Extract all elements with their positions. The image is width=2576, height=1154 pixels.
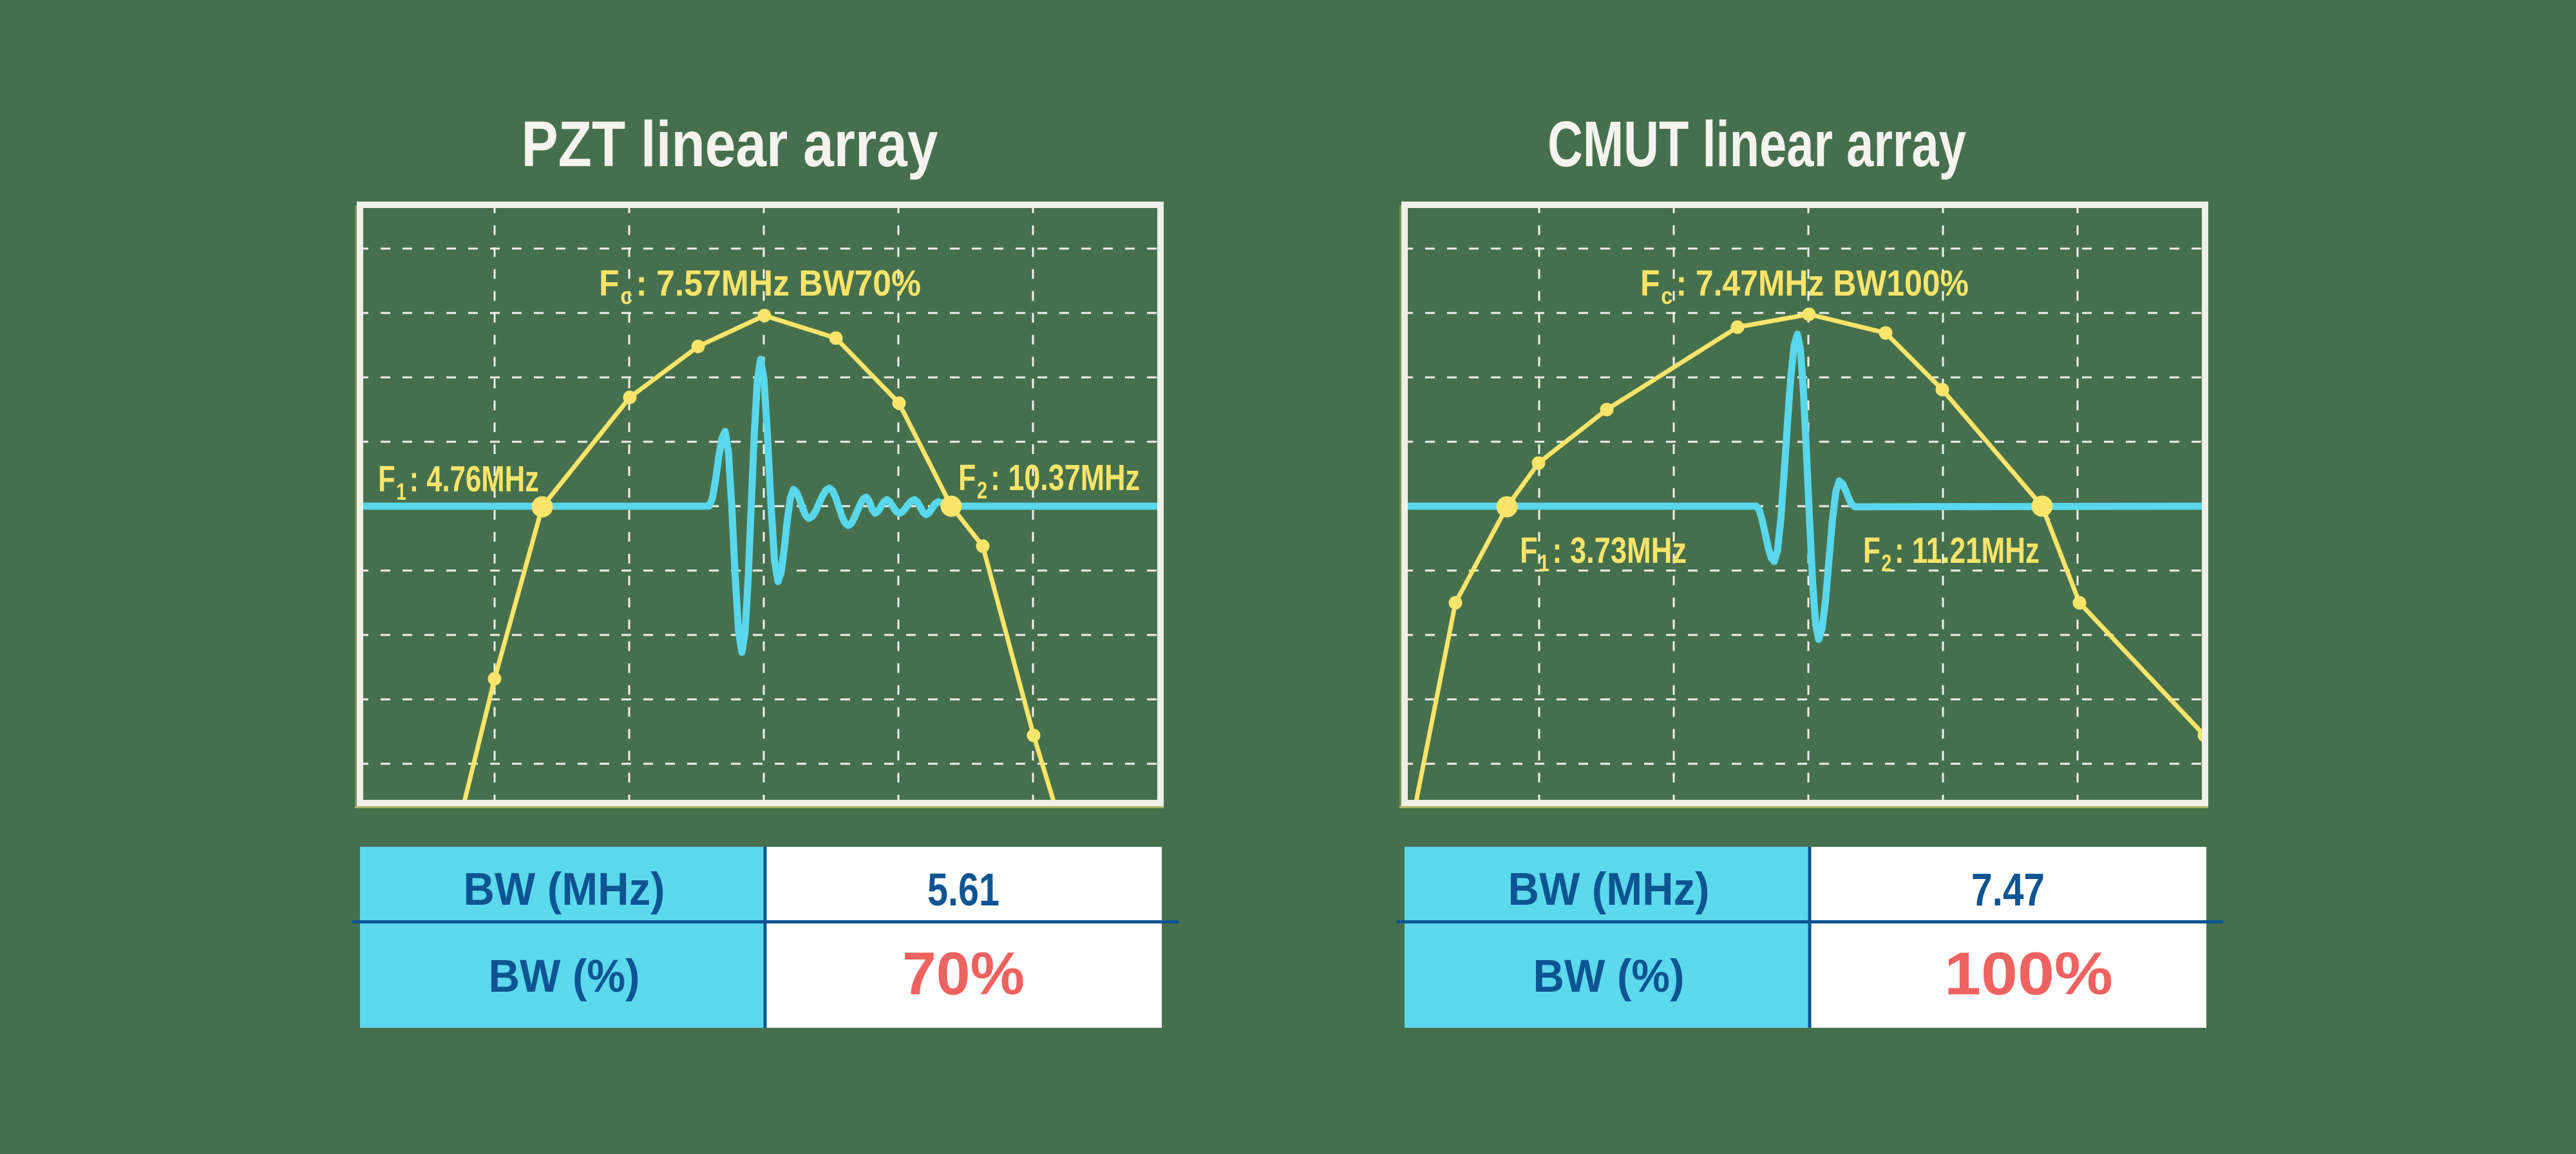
annotation-fc: Fc: 7.57MHz BW70% — [599, 263, 921, 309]
spectrum-marker — [2197, 729, 2202, 742]
annotation-f2: F2: 10.37MHz — [958, 457, 1140, 504]
spectrum-marker — [829, 331, 843, 345]
table-value-column — [765, 847, 1162, 1028]
bandwidth-marker — [531, 496, 553, 518]
plot-generated-content — [355, 202, 1164, 808]
spectrum-marker — [1027, 728, 1041, 743]
pulse-waveform — [363, 355, 1157, 656]
pulse-waveform — [1408, 330, 2202, 643]
spectrum-marker — [2072, 596, 2087, 610]
annotation-f2: F2: 11.21MHz — [1863, 530, 2040, 576]
annotation-fc: Fc: 7.47MHz BW100% — [1640, 263, 1969, 309]
bandwidth-marker — [940, 495, 962, 517]
spectrum-marker — [1935, 383, 1949, 397]
spectrum-marker — [1448, 596, 1463, 610]
spectrum-curve — [462, 313, 1056, 800]
chart-title: CMUT linear array — [1548, 108, 1966, 180]
table-row2-label: BW (%) — [489, 951, 640, 1002]
table-header-column — [360, 847, 765, 1028]
spectrum-marker — [757, 308, 772, 323]
spectrum-marker — [1531, 456, 1546, 470]
table-row1-value: 5.61 — [927, 865, 999, 916]
results-table-pzt: BW (MHz) 5.61 BW (%) 70% — [352, 847, 1179, 1028]
table-row1-label: BW (MHz) — [464, 864, 665, 915]
bandwidth-marker — [2031, 495, 2053, 517]
spectrum-marker — [892, 396, 906, 410]
spectrum-marker — [1879, 326, 1893, 340]
chart-title: PZT linear array — [522, 108, 938, 180]
table-row1-label: BW (MHz) — [1508, 864, 1710, 915]
spectrum-marker — [623, 390, 637, 404]
table-row2-label: BW (%) — [1533, 951, 1685, 1002]
table-row2-value: 70% — [902, 940, 1025, 1007]
bandwidth-marker — [1496, 496, 1518, 518]
curves — [363, 308, 1157, 800]
table-header-column — [1405, 847, 1810, 1028]
plot-generated-content — [1399, 202, 2208, 808]
spectrum-marker — [488, 672, 502, 686]
spectrum-marker — [1600, 402, 1614, 417]
annotation-f1: F1: 4.76MHz — [378, 459, 539, 505]
spectrum-marker — [1730, 320, 1745, 334]
plot-area-pzt — [355, 202, 1164, 808]
plot-border — [357, 202, 1164, 806]
chart-cmut: CMUT linear array Fc: 7.47MHz BW100% F1:… — [1397, 108, 2224, 1028]
table-row1-value: 7.47 — [1971, 865, 2045, 916]
annotation-f1: F1: 3.73MHz — [1520, 530, 1687, 576]
spectrum-marker — [976, 539, 990, 553]
plot-border — [1401, 202, 2208, 806]
results-table-cmut: BW (MHz) 7.47 BW (%) 100% — [1397, 847, 2224, 1028]
spectrum-marker — [691, 339, 705, 354]
table-value-column — [1810, 847, 2206, 1028]
curves — [1408, 307, 2202, 800]
chart-pzt: PZT linear array Fc: 7.57MHz BW70% F1: 4… — [352, 108, 1179, 1028]
table-row2-value: 100% — [1944, 940, 2113, 1007]
spectrum-marker — [1802, 307, 1816, 321]
plot-area-cmut — [1399, 202, 2208, 808]
